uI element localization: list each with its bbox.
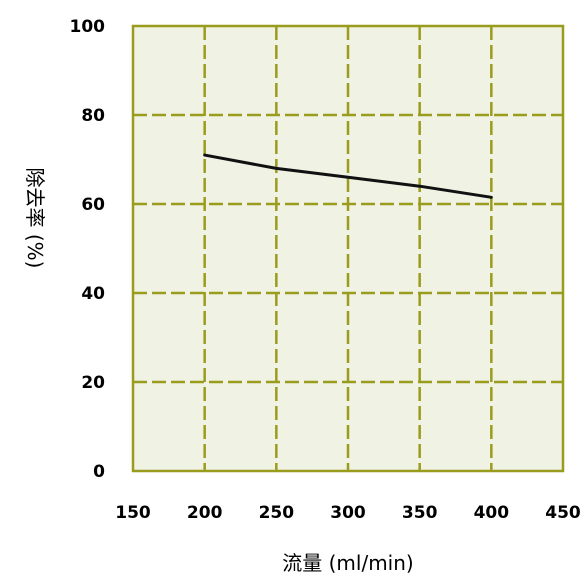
x-tick-label: 300 [330, 503, 366, 523]
x-tick-label: 250 [259, 503, 295, 523]
y-axis-ticks: 0 20 40 60 80 100 [70, 17, 106, 482]
x-tick-label: 350 [402, 503, 438, 523]
y-tick-label: 80 [81, 106, 105, 126]
series-line [203, 153, 493, 199]
grid [133, 26, 563, 471]
x-tick-label: 150 [115, 503, 151, 523]
x-tick-label: 450 [545, 503, 581, 523]
y-tick-label: 60 [81, 195, 105, 215]
y-tick-label: 100 [70, 17, 106, 37]
y-tick-label: 0 [93, 462, 105, 482]
y-tick-label: 20 [81, 373, 105, 393]
y-tick-label: 40 [81, 284, 105, 304]
x-tick-label: 200 [187, 503, 223, 523]
y-axis-title: 除去率 (%) [23, 168, 47, 269]
plot-frame [131, 24, 565, 473]
x-axis-title: 流量 (ml/min) [282, 551, 413, 575]
x-axis-ticks: 150 200 250 300 350 400 450 [115, 503, 581, 523]
series-layer [203, 153, 493, 199]
x-tick-label: 400 [474, 503, 510, 523]
